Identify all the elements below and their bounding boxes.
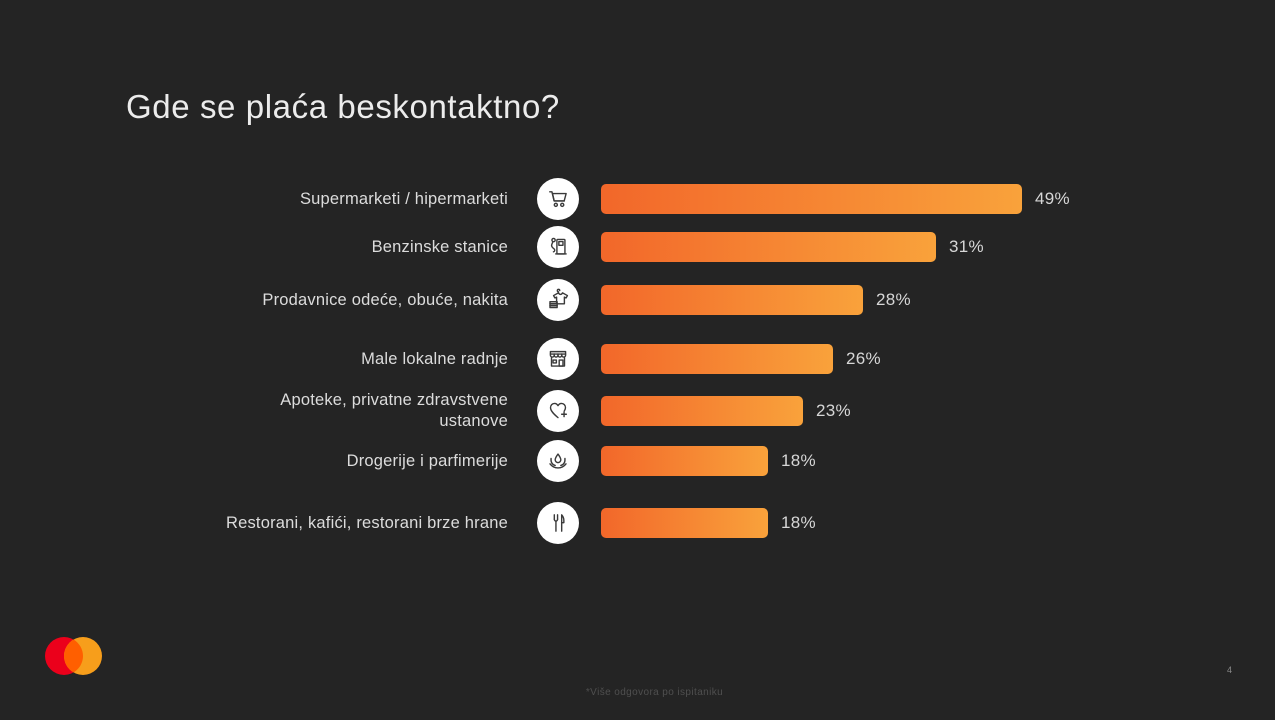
bar-track: 23% <box>601 396 851 426</box>
chart-row: Drogerije i parfimerije 18% <box>208 440 1070 482</box>
value-label: 49% <box>1035 189 1070 208</box>
page-number: 4 <box>1226 665 1232 675</box>
lotus-icon <box>537 440 579 482</box>
value-label: 23% <box>816 401 851 420</box>
heart-plus-icon <box>537 390 579 432</box>
category-label: Supermarketi / hipermarketi <box>299 189 508 208</box>
bar <box>601 396 803 426</box>
value-label: 26% <box>846 349 881 368</box>
chart-row: Restorani, kafići, restorani brze hrane … <box>208 502 1070 544</box>
bar-track: 26% <box>601 344 881 374</box>
shopping-cart-icon <box>537 178 579 220</box>
cutlery-icon <box>537 502 579 544</box>
bar <box>601 232 936 262</box>
category-label: Male lokalne radnje <box>361 349 508 368</box>
chart-row: Male lokalne radnje 26% <box>208 338 1070 380</box>
value-label: 18% <box>781 451 816 470</box>
category-label: Apoteke, privatne zdravstvene ustanove <box>280 391 508 430</box>
value-label: 28% <box>876 290 911 309</box>
bar <box>601 508 768 538</box>
category-label: Benzinske stanice <box>371 237 508 256</box>
bar-chart: Supermarketi / hipermarketi 49% Benzinsk… <box>208 178 1070 544</box>
slide-title: Gde se plaća beskontaktno? <box>126 88 560 125</box>
value-label: 31% <box>949 237 984 256</box>
chart-row: Benzinske stanice 31% <box>208 226 1070 268</box>
bar <box>601 344 833 374</box>
chart-row: Apoteke, privatne zdravstvene ustanove 2… <box>208 390 1070 432</box>
chart-row: Supermarketi / hipermarketi 49% <box>208 178 1070 220</box>
category-label: Prodavnice odeće, obuće, nakita <box>262 290 508 309</box>
category-label: Restorani, kafići, restorani brze hrane <box>225 513 508 532</box>
footnote: *Više odgovora po ispitaniku <box>585 687 724 698</box>
fuel-pump-icon <box>537 226 579 268</box>
category-label: Drogerije i parfimerije <box>346 451 508 470</box>
storefront-icon <box>537 338 579 380</box>
bar-track: 18% <box>601 446 816 476</box>
bar-track: 28% <box>601 285 911 315</box>
bar-track: 49% <box>601 184 1070 214</box>
bar <box>601 285 863 315</box>
clothes-icon <box>537 279 579 321</box>
chart-row: Prodavnice odeće, obuće, nakita 28% <box>208 279 1070 321</box>
bar-track: 31% <box>601 232 984 262</box>
value-label: 18% <box>781 513 816 532</box>
mastercard-logo <box>45 637 102 680</box>
bar <box>601 184 1022 214</box>
bar <box>601 446 768 476</box>
bar-track: 18% <box>601 508 816 538</box>
